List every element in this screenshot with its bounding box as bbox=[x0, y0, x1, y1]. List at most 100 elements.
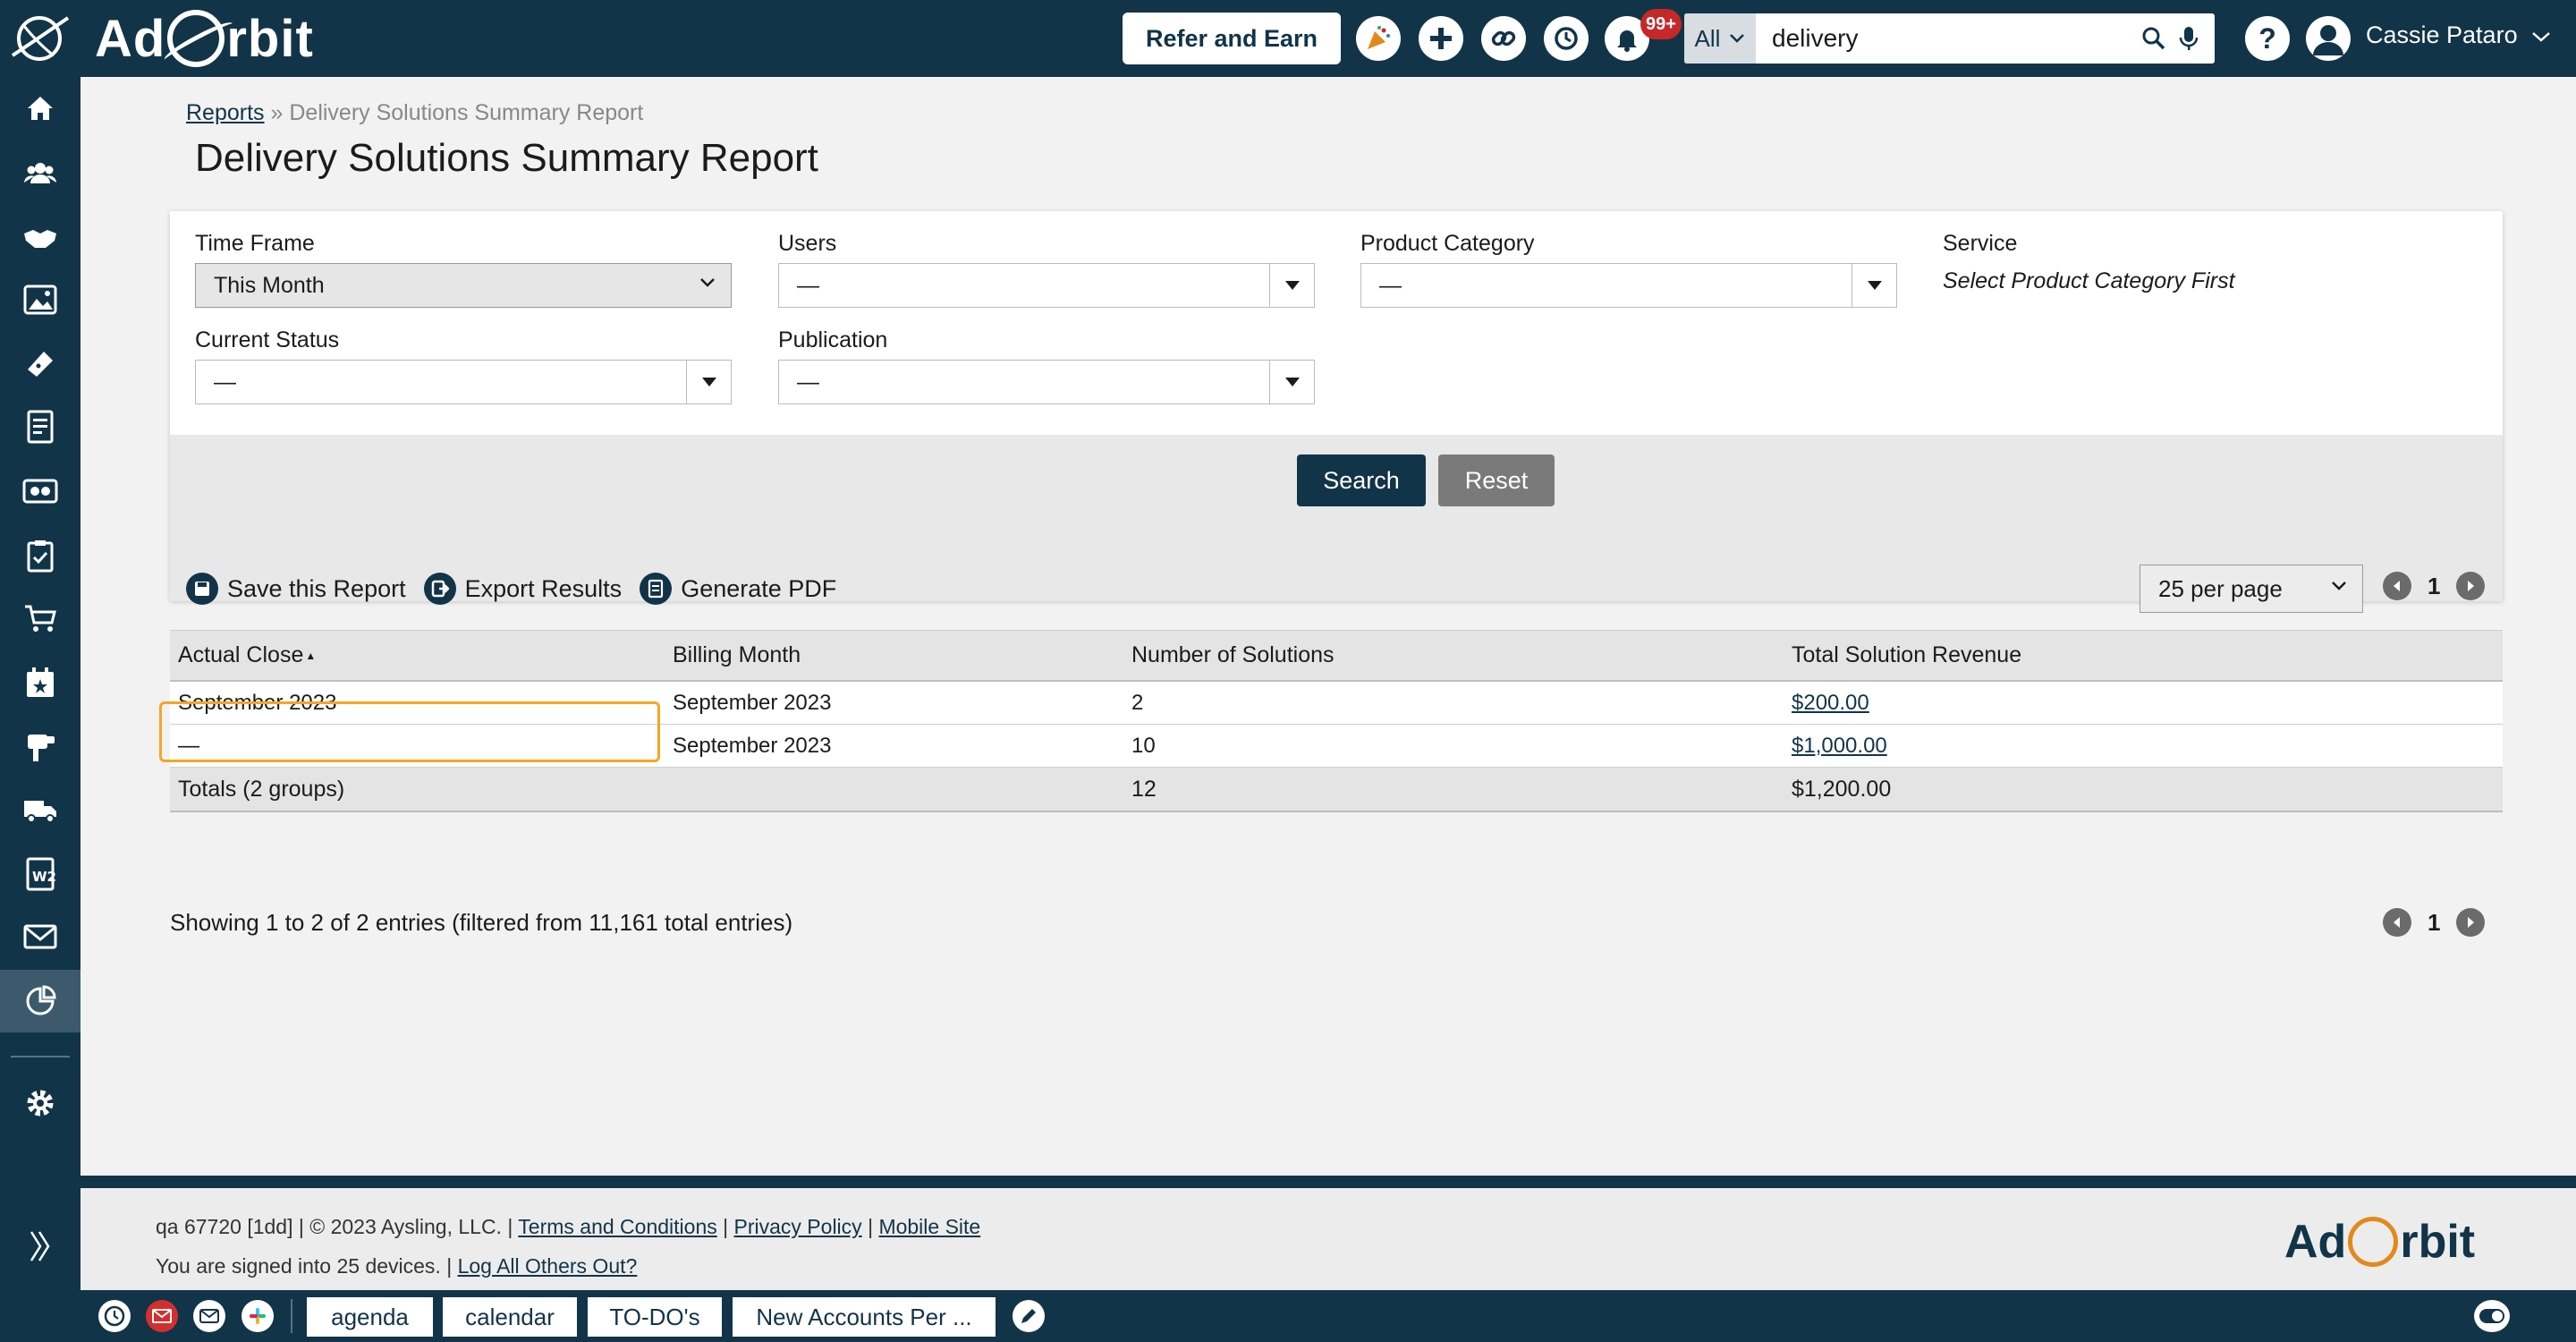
calendar-icon[interactable] bbox=[0, 651, 80, 714]
search-input[interactable] bbox=[1756, 24, 2131, 53]
bottom-bar: agenda calendar TO-DO's New Accounts Per… bbox=[0, 1290, 2576, 1342]
email-icon[interactable] bbox=[146, 1300, 178, 1332]
refer-and-earn-button[interactable]: Refer and Earn bbox=[1123, 13, 1341, 64]
global-search: All bbox=[1684, 13, 2215, 64]
breadcrumb-reports-link[interactable]: Reports bbox=[186, 100, 265, 125]
search-icon[interactable] bbox=[2140, 25, 2167, 52]
cart-icon[interactable] bbox=[0, 587, 80, 650]
next-page-icon[interactable] bbox=[2456, 572, 2486, 600]
breadcrumb-separator: » bbox=[270, 100, 284, 125]
current-status-select[interactable]: — bbox=[195, 360, 732, 404]
delivery-icon[interactable] bbox=[0, 778, 80, 841]
mobile-site-link[interactable]: Mobile Site bbox=[878, 1215, 981, 1238]
generate-pdf-button[interactable]: Generate PDF bbox=[640, 573, 836, 605]
slack-icon[interactable] bbox=[242, 1300, 274, 1332]
sidebar-divider bbox=[11, 1056, 70, 1057]
log-others-out-link[interactable]: Log All Others Out? bbox=[457, 1254, 638, 1278]
filter-panel: Time Frame This Month Users — Product Ca… bbox=[170, 211, 2503, 601]
results-table: Actual Close ▲ Billing Month Number of S… bbox=[170, 630, 2503, 812]
product-category-select[interactable]: — bbox=[1360, 263, 1897, 308]
footer-legal: qa 67720 [1dd] | © 2023 Aysling, LLC. | … bbox=[156, 1215, 980, 1239]
product-category-value: — bbox=[1379, 272, 1402, 298]
expand-icon[interactable] bbox=[0, 1215, 80, 1278]
pagination-top: 1 bbox=[2383, 572, 2486, 600]
help-icon[interactable]: ? bbox=[2245, 16, 2290, 61]
revenue-link[interactable]: $1,000.00 bbox=[1792, 733, 1887, 758]
export-results-button[interactable]: Export Results bbox=[423, 573, 623, 605]
home-icon[interactable] bbox=[0, 77, 80, 140]
tab-new-accounts[interactable]: New Accounts Per ... bbox=[733, 1297, 996, 1337]
tasks-icon[interactable] bbox=[0, 524, 80, 587]
page-title: Delivery Solutions Summary Report bbox=[195, 136, 818, 180]
service-note: Select Product Category First bbox=[1943, 268, 2235, 293]
caret-down-icon bbox=[1269, 361, 1314, 403]
caret-down-icon bbox=[686, 361, 731, 403]
time-frame-select[interactable]: This Month bbox=[195, 263, 732, 308]
current-page: 1 bbox=[2428, 908, 2441, 936]
search-button[interactable]: Search bbox=[1297, 454, 1426, 506]
footer: qa 67720 [1dd] | © 2023 Aysling, LLC. | … bbox=[80, 1176, 2576, 1290]
prev-page-icon[interactable] bbox=[2383, 908, 2411, 937]
users-value: — bbox=[797, 272, 819, 298]
ticket-icon[interactable] bbox=[0, 333, 80, 395]
notifications-badge: 99+ bbox=[1640, 9, 1682, 39]
tab-agenda[interactable]: agenda bbox=[307, 1297, 433, 1337]
search-scope-value: All bbox=[1694, 24, 1721, 52]
edit-icon[interactable] bbox=[1013, 1300, 1045, 1332]
header-total-solution-revenue[interactable]: Total Solution Revenue bbox=[1792, 642, 2022, 667]
svg-text:W2: W2 bbox=[32, 869, 55, 885]
header-actual-close[interactable]: Actual Close ▲ bbox=[178, 631, 316, 680]
orbit-globe-icon[interactable] bbox=[7, 11, 72, 66]
w2-icon[interactable]: W2 bbox=[0, 843, 80, 905]
microphone-icon[interactable] bbox=[2178, 25, 2199, 52]
per-page-select[interactable]: 25 per page bbox=[2140, 565, 2363, 613]
footer-separator: | bbox=[723, 1215, 729, 1238]
save-report-label: Save this Report bbox=[227, 574, 406, 602]
reports-icon[interactable] bbox=[0, 970, 80, 1032]
chat-icon[interactable] bbox=[193, 1300, 225, 1332]
publication-select[interactable]: — bbox=[778, 360, 1315, 404]
current-page: 1 bbox=[2428, 572, 2441, 599]
toggle-icon[interactable] bbox=[2474, 1300, 2510, 1332]
prev-page-icon[interactable] bbox=[2383, 572, 2411, 600]
media-icon[interactable] bbox=[0, 268, 80, 331]
breadcrumb-current: Delivery Solutions Summary Report bbox=[289, 100, 644, 125]
brand-logo[interactable]: Ad rbit bbox=[95, 5, 314, 72]
header-number-of-solutions[interactable]: Number of Solutions bbox=[1131, 642, 1335, 667]
tab-todos[interactable]: TO-DO's bbox=[588, 1297, 722, 1337]
terms-link[interactable]: Terms and Conditions bbox=[518, 1215, 717, 1238]
export-results-label: Export Results bbox=[464, 574, 623, 602]
publication-value: — bbox=[797, 369, 819, 395]
time-frame-value: This Month bbox=[214, 272, 325, 298]
billing-icon[interactable] bbox=[0, 460, 80, 522]
campaign-icon[interactable] bbox=[0, 716, 80, 778]
header-billing-month[interactable]: Billing Month bbox=[673, 642, 801, 667]
footer-brand-right: rbit bbox=[2400, 1216, 2476, 1268]
revenue-link[interactable]: $200.00 bbox=[1792, 690, 1869, 715]
party-icon[interactable] bbox=[1356, 16, 1401, 61]
search-scope-select[interactable]: All bbox=[1684, 13, 1756, 64]
tab-calendar[interactable]: calendar bbox=[443, 1297, 577, 1337]
handshake-icon[interactable] bbox=[0, 206, 80, 268]
privacy-link[interactable]: Privacy Policy bbox=[733, 1215, 862, 1238]
save-report-button[interactable]: Save this Report bbox=[186, 573, 406, 605]
next-page-icon[interactable] bbox=[2456, 908, 2486, 937]
publication-label: Publication bbox=[778, 327, 888, 352]
users-select[interactable]: — bbox=[778, 263, 1315, 308]
cell-billing-month: September 2023 bbox=[673, 690, 832, 715]
reset-button[interactable]: Reset bbox=[1438, 454, 1555, 506]
invoice-icon[interactable] bbox=[0, 395, 80, 458]
mail-icon[interactable] bbox=[0, 905, 80, 968]
clock-icon[interactable] bbox=[98, 1300, 131, 1332]
link-icon[interactable] bbox=[1481, 16, 1526, 61]
contacts-icon[interactable] bbox=[0, 141, 80, 204]
cell-number-of-solutions: 2 bbox=[1131, 690, 1144, 715]
header-actual-close-label: Actual Close bbox=[178, 642, 304, 667]
add-icon[interactable] bbox=[1419, 16, 1463, 61]
user-icon[interactable] bbox=[2306, 16, 2351, 61]
settings-icon[interactable] bbox=[0, 1072, 80, 1134]
cell-total-solution-revenue: $1,000.00 bbox=[1792, 725, 1887, 767]
history-icon[interactable] bbox=[1544, 16, 1589, 61]
user-menu[interactable]: Cassie Pataro bbox=[2366, 21, 2551, 49]
report-actions: Save this Report Export Results Generate… bbox=[186, 573, 838, 605]
